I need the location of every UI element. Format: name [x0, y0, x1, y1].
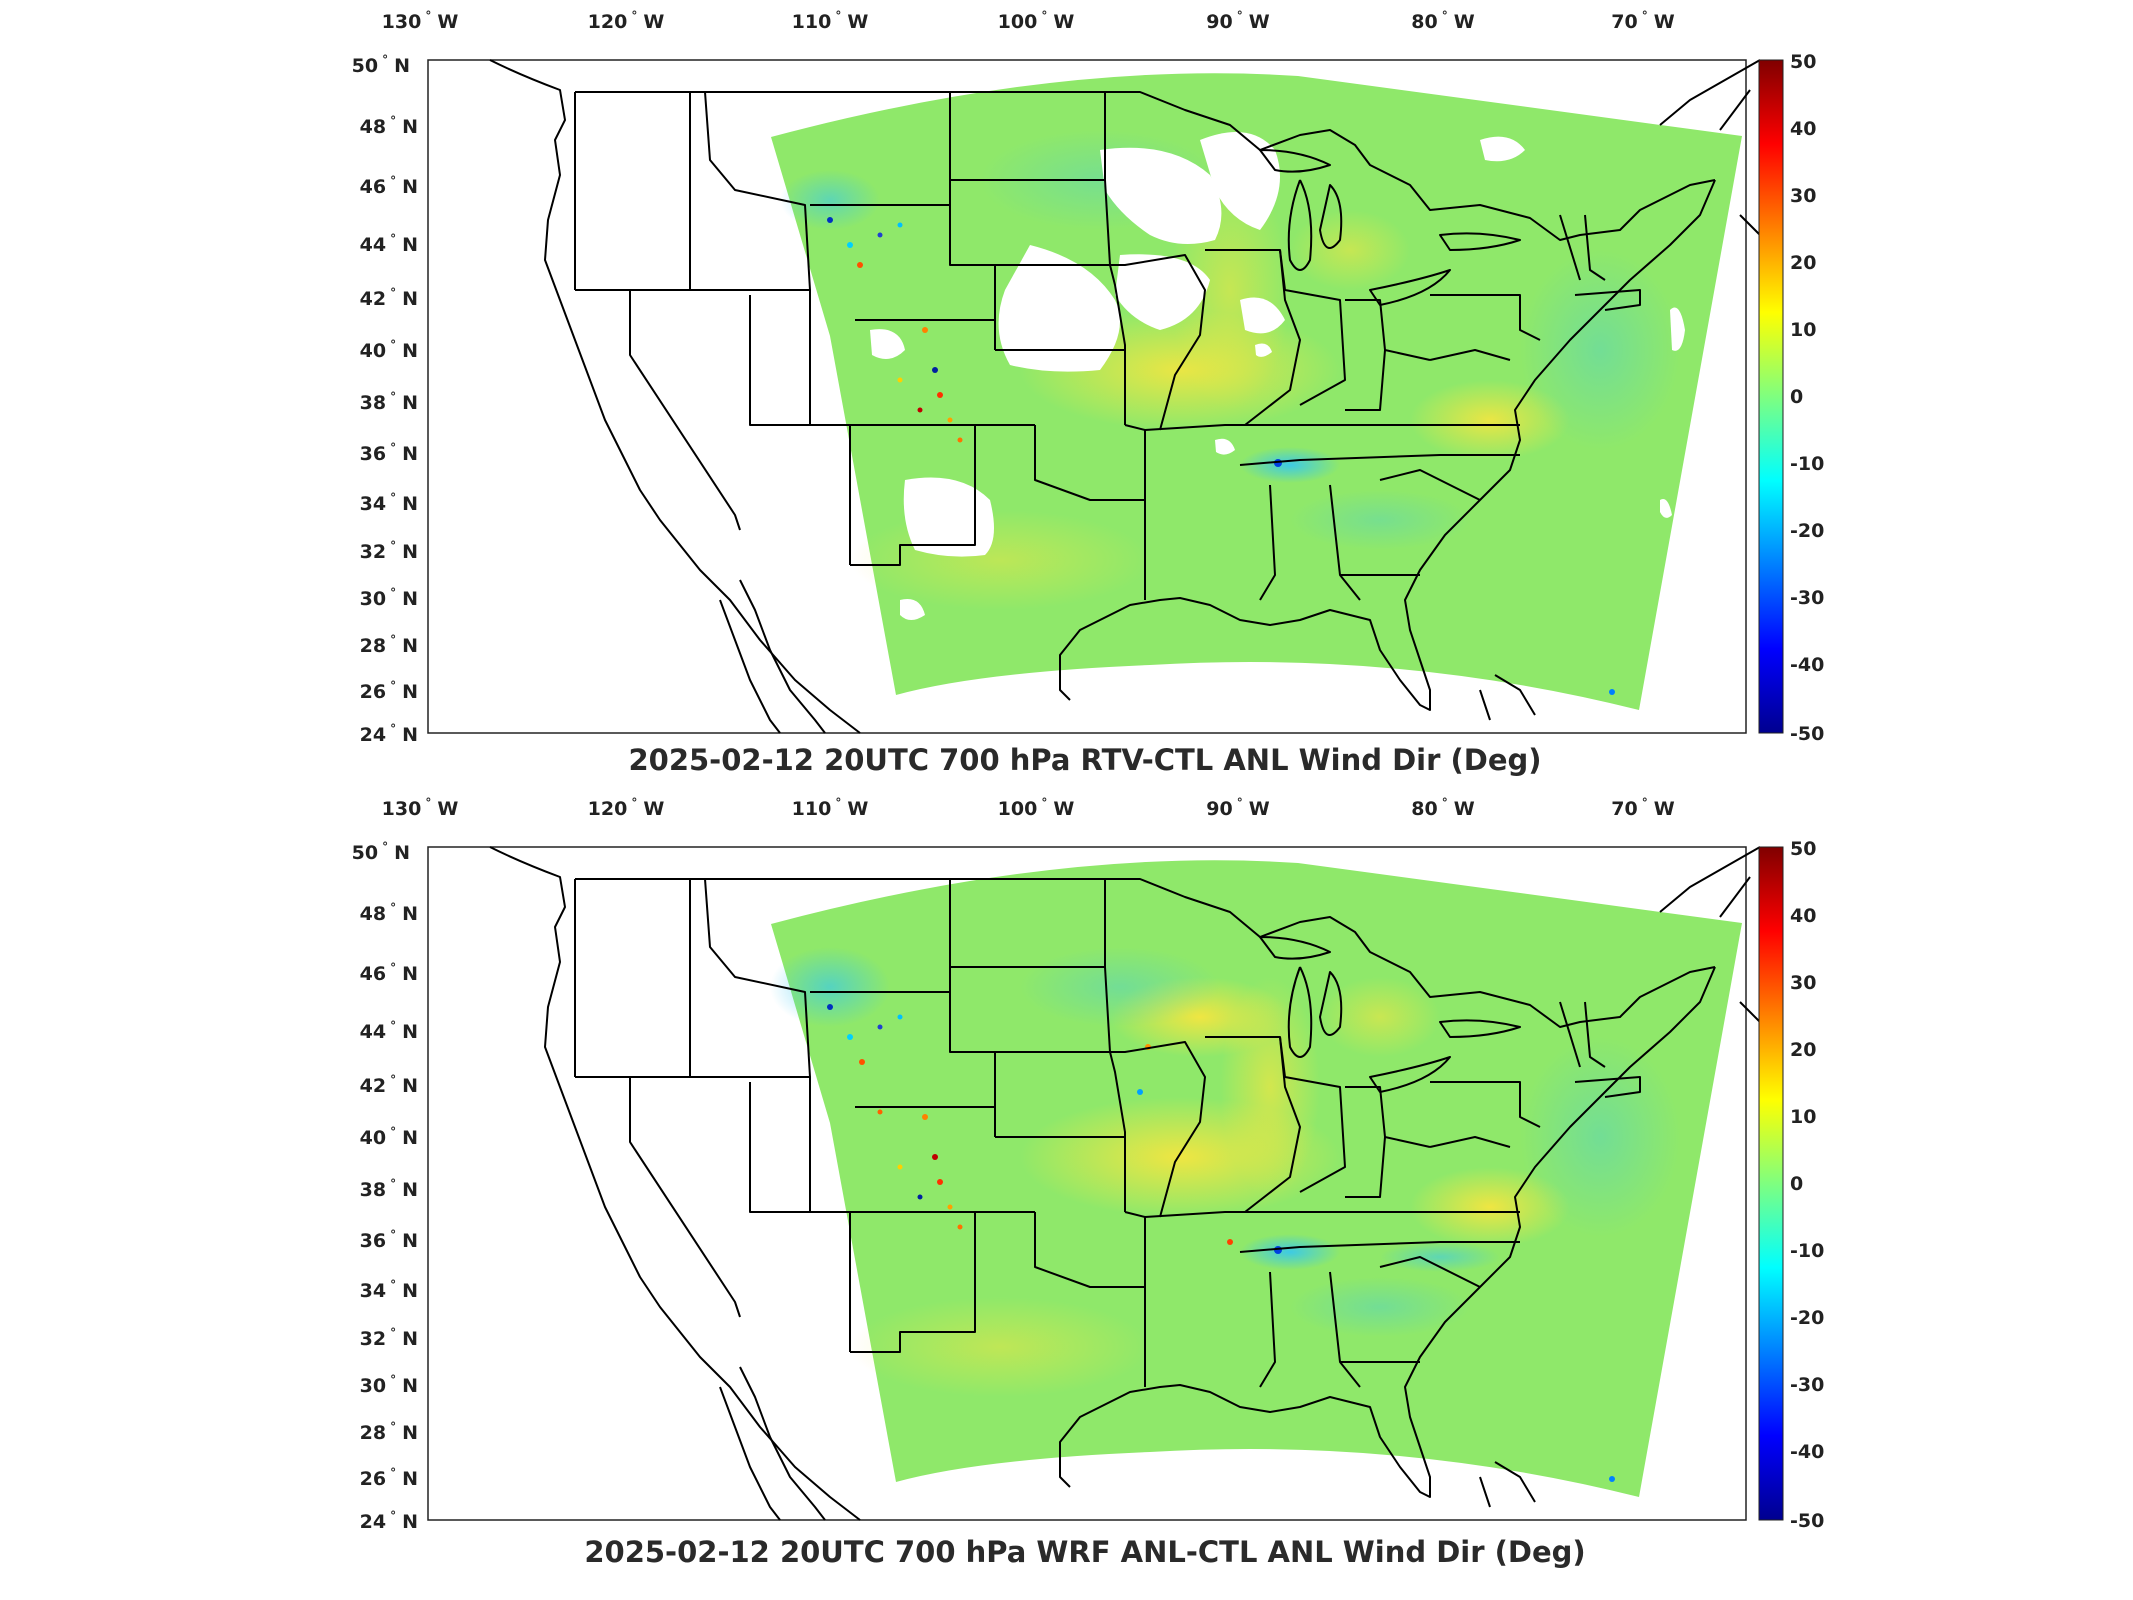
- lat-tick-label: 50 ° N: [352, 53, 410, 77]
- colorbar-tick: -30: [1790, 1374, 1824, 1396]
- colorbar-tick: -50: [1790, 1510, 1824, 1532]
- boundary-lines: [489, 59, 1761, 734]
- lat-tick-label: 38 ° N: [360, 1177, 418, 1201]
- lat-tick-label: 40 ° N: [360, 1125, 418, 1149]
- lat-tick-label: 26 ° N: [360, 1466, 418, 1490]
- colorbar-tick: -40: [1790, 654, 1824, 676]
- lat-tick-label: 48 ° N: [360, 114, 418, 138]
- lon-tick-label: 70 ° W: [1611, 796, 1674, 820]
- boundary-lines: [489, 846, 1761, 1521]
- lat-tick-label: 30 ° N: [360, 586, 418, 610]
- lat-tick-label: 32 ° N: [360, 1326, 418, 1350]
- colorbar-tick: 20: [1790, 252, 1816, 274]
- longitude-axis: 130 ° W 120 ° W 110 ° W 100 ° W 90 ° W 80 ° W 70 ° W: [382, 9, 1675, 33]
- lat-tick-label: 42 ° N: [360, 1073, 418, 1097]
- missing-data-patches: [870, 132, 1685, 620]
- map-title: 2025-02-12 20UTC 700 hPa RTV-CTL ANL Win…: [628, 743, 1542, 777]
- lat-tick-label: 34 ° N: [360, 1278, 418, 1302]
- colorbar-tick: -10: [1790, 453, 1824, 475]
- colorbar-tick: 0: [1790, 386, 1803, 408]
- lon-tick-label: 110 ° W: [792, 796, 869, 820]
- colorbar-tick: 30: [1790, 185, 1816, 207]
- lat-tick-label: 24 ° N: [360, 722, 418, 746]
- colorbar-tick: 40: [1790, 905, 1816, 927]
- lat-tick-label: 42 ° N: [360, 286, 418, 310]
- lat-tick-label: 48 ° N: [360, 901, 418, 925]
- colorbar: 50 40 30 20 10 0 -10 -20 -30 -40 -50: [1758, 838, 1824, 1532]
- colorbar-tick: 20: [1790, 1039, 1816, 1061]
- lat-tick-label: 44 ° N: [360, 232, 418, 256]
- lat-tick-label: 46 ° N: [360, 174, 418, 198]
- terrain-noise: [827, 217, 1615, 695]
- colorbar-tick: 10: [1790, 319, 1816, 341]
- colorbar-tick: 0: [1790, 1173, 1803, 1195]
- lon-tick-label: 120 ° W: [588, 796, 665, 820]
- lat-tick-label: 28 ° N: [360, 633, 418, 657]
- lon-tick-label: 120 ° W: [588, 9, 665, 33]
- map-figure-rtv: 50 ° N 48 ° N 46 ° N 44 ° N 42 ° N 40 ° N 38 ° N 36 ° N …: [352, 9, 1825, 746]
- colorbar-tick: 10: [1790, 1106, 1816, 1128]
- lon-tick-label: 90 ° W: [1206, 9, 1269, 33]
- colorbar-tick: 30: [1790, 972, 1816, 994]
- colorbar-tick: -20: [1790, 520, 1824, 542]
- colorbar-tick: -30: [1790, 587, 1824, 609]
- lon-tick-label: 100 ° W: [998, 796, 1075, 820]
- lat-tick-label: 46 ° N: [360, 961, 418, 985]
- colorbar: 50 40 30 20 10 0 -10 -20 -30 -40 -50: [1758, 51, 1824, 745]
- lat-tick-label: 50 ° N: [352, 840, 410, 864]
- colorbar-tick: -10: [1790, 1240, 1824, 1262]
- lon-tick-label: 130 ° W: [382, 796, 459, 820]
- lat-tick-label: 36 ° N: [360, 441, 418, 465]
- lon-tick-label: 80 ° W: [1411, 9, 1474, 33]
- lat-tick-label: 24 ° N: [360, 1509, 418, 1533]
- latitude-axis: 50 ° N 48 ° N 46 ° N 44 ° N 42 ° N 40 ° N 38 ° N 36 ° N …: [352, 840, 418, 1533]
- lon-tick-label: 110 ° W: [792, 9, 869, 33]
- colorbar-tick: 50: [1790, 51, 1816, 73]
- lon-tick-label: 80 ° W: [1411, 796, 1474, 820]
- lon-tick-label: 100 ° W: [998, 9, 1075, 33]
- lat-tick-label: 30 ° N: [360, 1373, 418, 1397]
- lon-tick-label: 130 ° W: [382, 9, 459, 33]
- map-title: 2025-02-12 20UTC 700 hPa WRF ANL-CTL ANL…: [584, 1535, 1586, 1569]
- colorbar-gradient: [1758, 59, 1784, 734]
- lat-tick-label: 28 ° N: [360, 1420, 418, 1444]
- lat-tick-label: 40 ° N: [360, 338, 418, 362]
- colorbar-gradient: [1758, 846, 1784, 1521]
- lat-tick-label: 26 ° N: [360, 679, 418, 703]
- lat-tick-label: 32 ° N: [360, 539, 418, 563]
- lat-tick-label: 36 ° N: [360, 1228, 418, 1252]
- colorbar-tick: -40: [1790, 1441, 1824, 1463]
- colorbar-tick: 40: [1790, 118, 1816, 140]
- lat-tick-label: 44 ° N: [360, 1019, 418, 1043]
- colorbar-tick: 50: [1790, 838, 1816, 860]
- map-figure-wrf: 50 ° N 48 ° N 46 ° N 44 ° N 42 ° N 40 ° N 38 ° N 36 ° N …: [352, 796, 1825, 1533]
- lat-tick-label: 38 ° N: [360, 390, 418, 414]
- lon-tick-label: 70 ° W: [1611, 9, 1674, 33]
- longitude-axis: 130 ° W 120 ° W 110 ° W 100 ° W 90 ° W 80 ° W 70 ° W: [382, 796, 1675, 820]
- lat-tick-label: 34 ° N: [360, 491, 418, 515]
- colorbar-tick: -50: [1790, 723, 1824, 745]
- colorbar-tick: -20: [1790, 1307, 1824, 1329]
- latitude-axis: 50 ° N 48 ° N 46 ° N 44 ° N 42 ° N 40 ° N 38 ° N 36 ° N …: [352, 53, 418, 746]
- map-panel-rtv: 50 ° N 48 ° N 46 ° N 44 ° N 42 ° N 40 ° N 38 ° N 36 ° N …: [352, 9, 1825, 777]
- lon-tick-label: 90 ° W: [1206, 796, 1269, 820]
- map-panel-wrf: 50 ° N 48 ° N 46 ° N 44 ° N 42 ° N 40 ° N 38 ° N 36 ° N …: [0, 787, 2133, 1587]
